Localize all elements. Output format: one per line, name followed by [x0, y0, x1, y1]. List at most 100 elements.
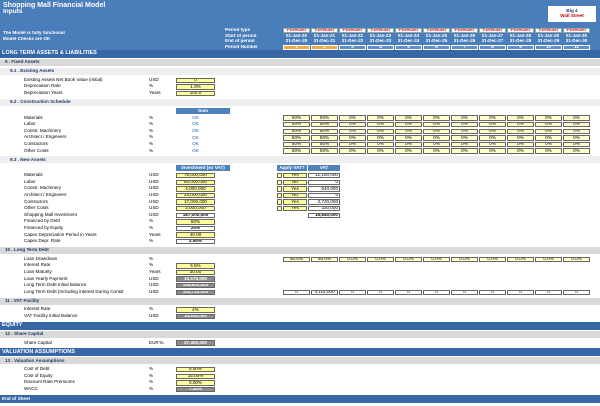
period-cell: 0%	[507, 135, 534, 141]
period-cell: 0%	[395, 135, 422, 141]
timeline-cell: 31-Dec-23	[369, 39, 392, 44]
period-cell: 0	[563, 289, 590, 296]
row-label: Contractors	[24, 198, 48, 204]
row-label: Architect / Engineers	[24, 134, 67, 140]
row-unit: %	[149, 373, 154, 378]
period-cell: 0%	[367, 128, 394, 135]
timeline-cell: 10	[535, 44, 562, 50]
column-header: Investment (ex VAT)	[176, 165, 230, 172]
row-label: Discount Rate Premiums	[24, 379, 75, 385]
row-label: Existing Assets Net Book Value (initial)	[24, 77, 103, 82]
period-cell: 0%	[451, 135, 478, 141]
apply-vat: Yes	[283, 205, 307, 212]
period-cell: 50%	[283, 148, 310, 154]
period-cell: 0	[507, 289, 534, 296]
row-label: Share Capital	[24, 339, 52, 345]
timeline-cell: Forecast	[479, 28, 506, 33]
timeline-cell: Forecast	[283, 28, 310, 33]
timeline-label: End of period	[225, 39, 255, 44]
timeline-cell: Forecast	[563, 28, 590, 33]
period-cell: 0%	[507, 115, 534, 121]
subtitle: Inputs	[3, 9, 23, 16]
logo-text: Wall Street	[560, 13, 584, 18]
row-label: Labor	[24, 179, 36, 184]
row-unit: USD	[149, 212, 159, 217]
timeline-cell: 01-Jan-24	[397, 33, 420, 38]
row-label: Depreciation Years	[24, 90, 63, 95]
period-cell: 0%	[367, 148, 394, 154]
period-cell: 0%	[479, 121, 506, 128]
input-cell: 5.50%	[176, 366, 215, 373]
period-cell: 50%	[283, 121, 310, 128]
period-cell: 0%	[423, 135, 450, 141]
row-label: Shopping Mall Investment	[24, 212, 77, 217]
section-header: 12 . Share Capital	[0, 330, 600, 338]
period-cell: 0%	[535, 121, 562, 128]
row-unit: %	[149, 128, 154, 133]
period-cell: 0%	[423, 121, 450, 128]
period-cell: 0.0%	[479, 256, 506, 263]
footer: End of Sheet	[0, 394, 600, 403]
period-cell: 0%	[479, 141, 506, 148]
timeline-cell: 01-Jan-30	[565, 33, 588, 38]
row-unit: %	[149, 114, 154, 120]
row-unit: %	[149, 379, 154, 385]
row-unit: USD	[149, 275, 159, 281]
row-label: Loan Drawdown	[24, 256, 58, 261]
period-cell: 0	[423, 289, 450, 296]
period-cell: 0%	[479, 135, 506, 141]
input-cell: 76,000,000	[176, 172, 215, 179]
input-cell: 0	[176, 77, 215, 84]
input-cell: OK	[192, 121, 199, 127]
row-unit: %	[149, 386, 154, 391]
period-cell: 50%	[311, 141, 338, 148]
period-cell: 0%	[339, 128, 366, 135]
input-cell: 2.50%	[176, 238, 215, 245]
input-cell: 37,400,000	[176, 340, 215, 346]
period-cell: 0%	[563, 121, 590, 128]
period-cell: 0%	[395, 121, 422, 128]
row-label: Financed by Equity	[24, 225, 64, 230]
period-cell: 0%	[507, 128, 534, 135]
vat: 320,000	[308, 205, 340, 212]
row-unit: %	[149, 306, 154, 312]
row-label: Financed by Debt	[24, 218, 61, 224]
row-unit: USD	[149, 205, 159, 211]
row-unit: %	[149, 83, 154, 89]
row-unit: USD	[149, 179, 159, 184]
period-cell: 0.0%	[451, 256, 478, 263]
period-cell: 0%	[451, 148, 478, 154]
input-cell: 2,000,000	[176, 205, 215, 212]
row-unit: %	[149, 225, 154, 230]
vat-flag	[277, 205, 282, 212]
row-label: Constr. Machinery	[24, 185, 62, 191]
row-unit: USD	[149, 77, 159, 82]
period-cell: 0%	[423, 128, 450, 135]
input-cell: 64,000,000	[176, 179, 215, 186]
row-unit: USD	[149, 192, 159, 197]
period-cell: 0	[479, 289, 506, 296]
input-cell: 40.00	[176, 232, 215, 238]
period-cell: 50%	[311, 128, 338, 135]
vat-flag	[277, 179, 282, 186]
row-unit: USD	[149, 282, 159, 288]
apply-vat: No	[283, 179, 307, 186]
timeline-label: Period Number	[225, 44, 258, 49]
row-label: Interest Rate	[24, 262, 51, 268]
period-cell: 0%	[479, 115, 506, 121]
period-cell: 0%	[423, 115, 450, 121]
timeline-cell: Forecast	[423, 28, 450, 33]
row-unit: Years	[149, 231, 161, 237]
timeline-cell: 9	[507, 44, 534, 50]
input-cell: OK	[192, 148, 199, 153]
vat-flag	[277, 172, 282, 179]
timeline-cell: 31-Dec-22	[341, 39, 364, 44]
period-cell: 0%	[367, 141, 394, 148]
period-cell: 50%	[311, 115, 338, 121]
row-unit: %	[149, 134, 154, 140]
period-cell: 0%	[395, 141, 422, 148]
input-cell: 100.0	[176, 90, 215, 97]
row-label: Capex Depr. Rate	[24, 238, 61, 244]
period-cell: 0%	[423, 141, 450, 148]
